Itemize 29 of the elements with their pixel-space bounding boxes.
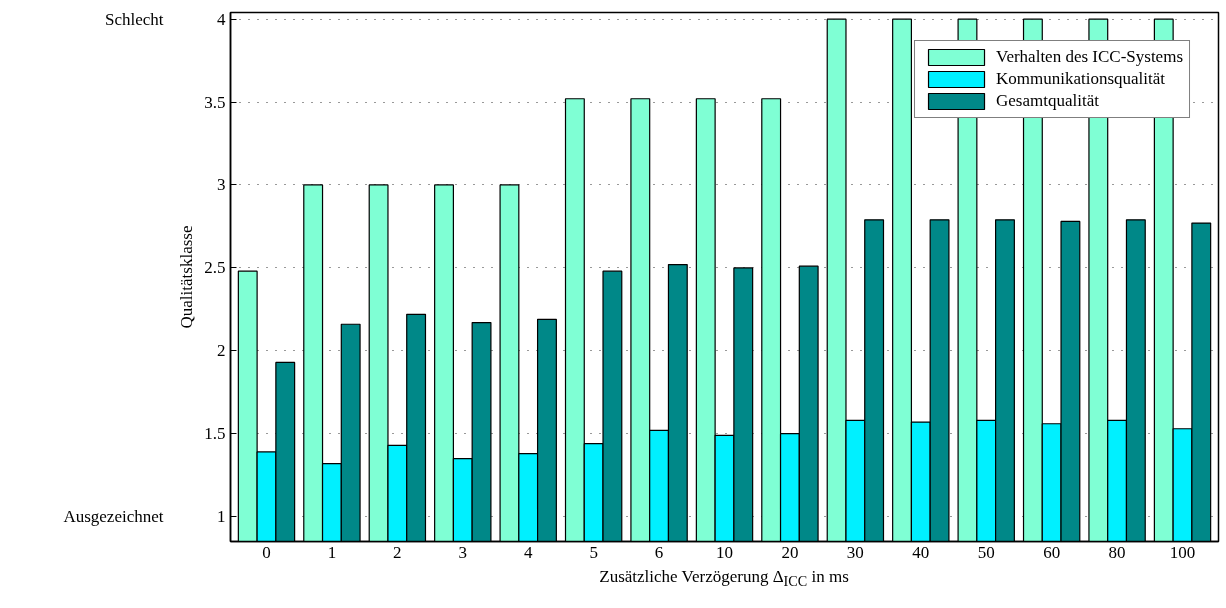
x-tick-label: 20: [781, 542, 799, 562]
x-tick-label: 6: [654, 542, 664, 562]
legend-label: Kommunikationsqualität: [996, 69, 1166, 89]
x-tick-label: 60: [1043, 542, 1061, 562]
x-tick-label: 0: [262, 542, 271, 562]
x-tick-label: 50: [977, 542, 995, 562]
y-tick-label: 4: [217, 9, 226, 29]
text: Ausgezeichnet: [63, 507, 164, 527]
y-tick-label: 3: [217, 175, 226, 195]
x-tick-label: 4: [523, 542, 533, 562]
legend-label: Verhalten des ICC-Systems: [996, 47, 1183, 67]
y-tick-label: 1.5: [204, 424, 226, 444]
y-tick-label: 3.5: [204, 92, 226, 112]
y-tick-label: 2: [217, 341, 226, 361]
x-tick-label: 40: [912, 542, 930, 562]
x-tick-label: 5: [589, 542, 598, 562]
x-tick-label: 30: [846, 542, 864, 562]
x-tick-label: 2: [393, 542, 402, 562]
text: Schlecht: [104, 9, 164, 29]
x-tick-label: 100: [1169, 542, 1196, 562]
legend-label: Gesamtqualität: [996, 91, 1099, 111]
x-axis-title: Zusätzliche Verzögerung Δ$_{ICC}$ in ms: [599, 566, 849, 592]
y-tick-label: 2.5: [204, 258, 226, 278]
y-tick-label: 1: [217, 507, 226, 527]
x-tick-label: 1: [327, 542, 337, 562]
x-tick-label: 10: [716, 542, 733, 562]
x-tick-label: 80: [1108, 542, 1126, 562]
x-tick-label: 3: [458, 542, 468, 562]
y-axis-title: Qualitätsklasse: [177, 225, 197, 329]
